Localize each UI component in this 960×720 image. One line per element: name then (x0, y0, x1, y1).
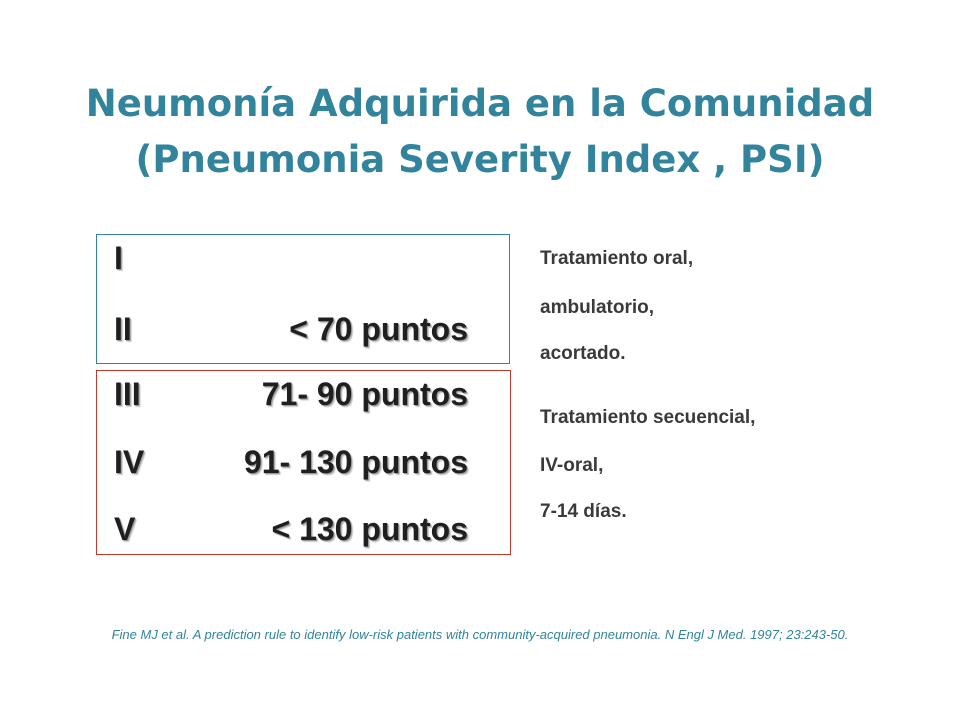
title-line-2: (Pneumonia Severity Index , PSI) (135, 138, 825, 181)
treatment-low-line-1: Tratamiento oral, (540, 248, 694, 269)
class-iii-points: 71- 90 puntos (261, 376, 468, 412)
class-v-label: V (114, 511, 136, 547)
treatment-high-line-1: Tratamiento secuencial, (540, 407, 756, 428)
class-iv-points: 91- 130 puntos (243, 444, 468, 480)
class-iii-label: III (114, 376, 141, 412)
high-risk-box (96, 370, 511, 555)
class-v-points: < 130 puntos (271, 511, 469, 547)
slide-title: Neumonía Adquirida en la Comunidad (Pneu… (0, 76, 960, 188)
treatment-low-line-3: acortado. (540, 343, 626, 364)
treatment-high-line-3: 7-14 días. (540, 501, 627, 522)
class-i-label: I (114, 240, 123, 276)
class-ii-points: < 70 puntos (289, 311, 468, 347)
treatment-high-line-2: IV-oral, (540, 455, 604, 476)
title-line-1: Neumonía Adquirida en la Comunidad (85, 82, 875, 125)
treatment-low-line-2: ambulatorio, (540, 297, 655, 318)
class-ii-label: II (114, 311, 132, 347)
class-iv-label: IV (114, 444, 145, 480)
low-risk-box (96, 234, 510, 364)
reference-citation: Fine MJ et al. A prediction rule to iden… (111, 627, 849, 642)
